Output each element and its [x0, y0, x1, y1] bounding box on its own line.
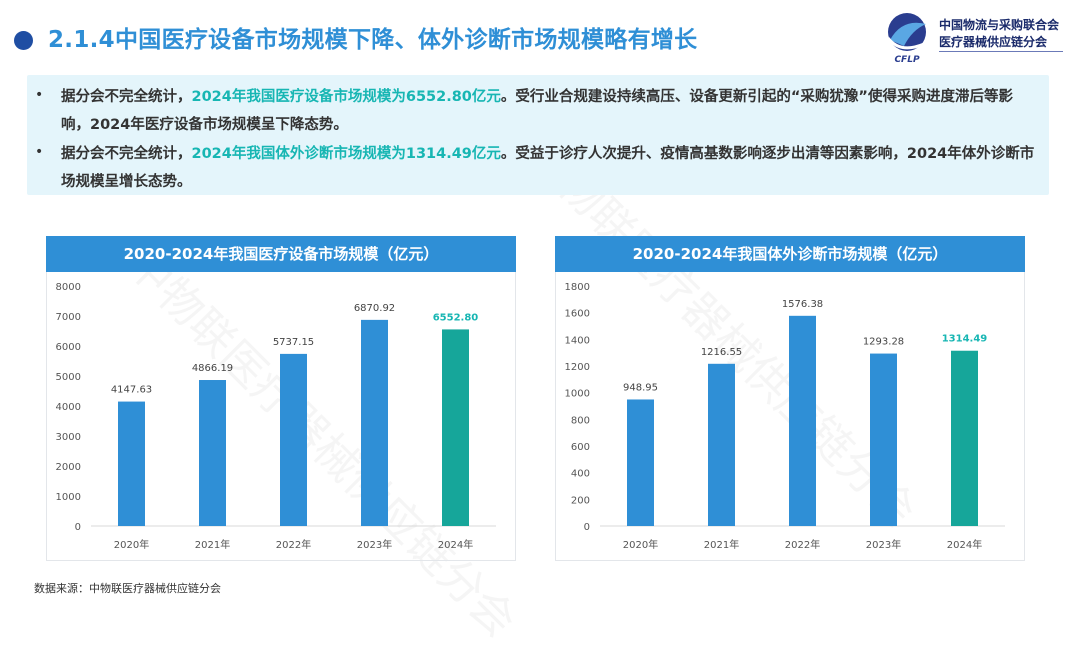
ivd-ytick-8: 1600 — [565, 309, 590, 320]
ivd-ytick-2: 400 — [571, 469, 590, 480]
summary-1-prefix: 据分会不完全统计， — [61, 89, 192, 105]
medical-equipment-data-label-1: 4866.19 — [192, 363, 233, 374]
medical-equipment-ytick-0: 0 — [75, 522, 81, 533]
ivd-data-label-2: 1576.38 — [782, 299, 823, 310]
medical-equipment-data-label-0: 4147.63 — [111, 385, 152, 396]
ivd-bar-2 — [789, 315, 816, 526]
medical-equipment-chart-svg: 0 1000 2000 3000 4000 5000 6000 7000 8000 4147.63… — [56, 282, 496, 551]
ivd-ytick-1: 200 — [571, 495, 590, 506]
medical-equipment-ytick-7: 7000 — [56, 312, 81, 323]
ivd-ytick-3: 600 — [571, 442, 590, 453]
logo-branch-name: 医疗器械供应链分会 — [939, 35, 1048, 49]
ivd-ytick-6: 1200 — [565, 362, 590, 373]
page-title: 2.1.4中国医疗设备市场规模下降、体外诊断市场规模略有增长 — [48, 27, 698, 53]
summary-2-prefix: 据分会不完全统计， — [61, 146, 192, 162]
ivd-xtick-0: 2020年 — [623, 538, 658, 551]
title-bullet-dot — [14, 31, 33, 50]
medical-equipment-data-label-4: 6552.80 — [433, 312, 479, 323]
cflp-logo: CFLP 中国物流与采购联合会 医疗器械供应链分会 — [882, 10, 1072, 66]
ivd-ytick-4: 800 — [571, 415, 590, 426]
summary-bullet-1: • — [35, 87, 44, 103]
ivd-ytick-9: 1800 — [565, 282, 590, 293]
medical-equipment-data-label-2: 5737.15 — [273, 337, 314, 348]
ivd-chart-body — [555, 272, 1025, 561]
ivd-xtick-2: 2022年 — [785, 538, 820, 551]
medical-equipment-chart-body — [46, 272, 516, 561]
ivd-xtick-3: 2023年 — [866, 538, 901, 551]
ivd-data-label-0: 948.95 — [623, 382, 658, 393]
summary-paragraph-1: 据分会不完全统计，2024年我国医疗设备市场规模为6552.80亿元。受行业合规… — [61, 83, 1041, 139]
logo-mark-text: CFLP — [894, 55, 919, 65]
summary-paragraph-2: 据分会不完全统计，2024年我国体外诊断市场规模为1314.49亿元。受益于诊疗… — [61, 140, 1041, 196]
medical-equipment-data-label-3: 6870.92 — [354, 303, 395, 314]
cflp-logo-icon: CFLP — [886, 13, 926, 65]
ivd-ytick-7: 1400 — [565, 335, 590, 346]
medical-equipment-bar-3 — [361, 319, 388, 526]
ivd-xtick-1: 2021年 — [704, 538, 739, 551]
summary-2-suffix: 。受益于诊疗人次提升、疫情高基数影响逐步出清等因素影响，2024年体外诊断市场规… — [61, 146, 1035, 190]
ivd-chart-title: 2020-2024年我国体外诊断市场规模（亿元） — [555, 236, 1025, 272]
logo-divider — [939, 51, 1063, 56]
medical-equipment-bar-1 — [199, 380, 226, 526]
summary-2-highlight: 2024年我国体外诊断市场规模为1314.49亿元 — [191, 146, 501, 162]
medical-equipment-ytick-2: 2000 — [56, 462, 81, 473]
ivd-bar-1 — [708, 363, 735, 526]
medical-equipment-ytick-5: 5000 — [56, 372, 81, 383]
summary-panel: • 据分会不完全统计，2024年我国医疗设备市场规模为6552.80亿元。受行业… — [27, 75, 1049, 195]
medical-equipment-xtick-4: 2024年 — [438, 538, 473, 551]
ivd-bar-4 — [951, 350, 978, 526]
medical-equipment-xtick-2: 2022年 — [276, 538, 311, 551]
ivd-bar-3 — [870, 353, 897, 526]
medical-equipment-ytick-3: 3000 — [56, 432, 81, 443]
ivd-bar-0 — [627, 399, 654, 526]
ivd-ytick-0: 0 — [584, 522, 590, 533]
ivd-data-label-3: 1293.28 — [863, 337, 904, 348]
ivd-xtick-4: 2024年 — [947, 538, 982, 551]
summary-bullet-2: • — [35, 144, 44, 160]
medical-equipment-xtick-0: 2020年 — [114, 538, 149, 551]
medical-equipment-chart-title: 2020-2024年我国医疗设备市场规模（亿元） — [46, 236, 516, 272]
medical-equipment-xtick-1: 2021年 — [195, 538, 230, 551]
medical-equipment-ytick-8: 8000 — [56, 282, 81, 293]
medical-equipment-ytick-1: 1000 — [56, 492, 81, 503]
medical-equipment-xtick-3: 2023年 — [357, 538, 392, 551]
medical-equipment-ytick-6: 6000 — [56, 342, 81, 353]
medical-equipment-bar-4 — [442, 329, 469, 526]
medical-equipment-ytick-4: 4000 — [56, 402, 81, 413]
medical-equipment-chart: 2020-2024年我国医疗设备市场规模（亿元） 0 1000 2000 3000 40… — [46, 236, 516, 561]
summary-1-suffix: 。受行业合规建设持续高压、设备更新引起的“采购犹豫”使得采购进度滞后等影响，20… — [61, 89, 1013, 133]
data-source-note: 数据来源：中物联医疗器械供应链分会 — [34, 582, 221, 595]
ivd-data-label-4: 1314.49 — [942, 334, 988, 345]
ivd-chart-svg: 0 200 400 600 800 1000 1200 1400 1600 1800 948.95 2… — [565, 282, 1005, 551]
ivd-chart: 2020-2024年我国体外诊断市场规模（亿元） 0 200 400 600 800 10… — [555, 236, 1025, 561]
medical-equipment-bar-2 — [280, 353, 307, 526]
medical-equipment-bar-0 — [118, 401, 145, 526]
ivd-ytick-5: 1000 — [565, 389, 590, 400]
ivd-data-label-1: 1216.55 — [701, 347, 742, 358]
logo-org-name: 中国物流与采购联合会 — [939, 18, 1060, 32]
summary-1-highlight: 2024年我国医疗设备市场规模为6552.80亿元 — [191, 89, 501, 105]
